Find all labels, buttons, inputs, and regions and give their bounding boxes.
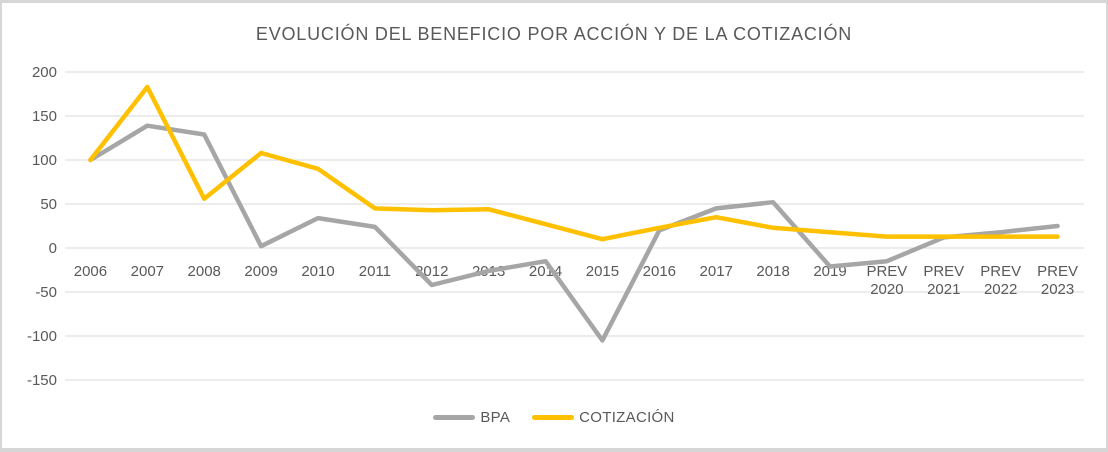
x-axis-label: 2017 [700,263,733,280]
y-axis-label: -50 [35,284,57,301]
y-axis-label: -100 [27,328,57,345]
x-axis-label: 2006 [74,263,107,280]
y-axis-label: 200 [32,64,57,81]
x-axis-label: PREV 2023 [1037,263,1078,298]
cotizacion-line-swatch [532,415,575,420]
x-axis-label: PREV 2022 [980,263,1021,298]
y-axis-label: -150 [27,372,57,389]
x-axis-label: 2010 [301,263,334,280]
x-axis-label: PREV 2021 [923,263,964,298]
chart-title: EVOLUCIÓN DEL BENEFICIO POR ACCIÓN Y DE … [255,24,853,44]
legend-item-cotizacion[interactable]: COTIZACIÓN [532,409,675,426]
x-axis-label: PREV 2020 [866,263,907,298]
bpa-line-swatch [433,415,476,420]
legend-item-bpa[interactable]: BPA [433,409,510,426]
cotizacion-series-line[interactable] [88,84,1060,242]
y-axis-label: 100 [32,152,57,169]
x-axis-label: 2008 [188,263,221,280]
x-axis-label: 2016 [643,263,676,280]
y-axis-label: 0 [49,240,57,257]
y-axis-label: 50 [40,196,57,213]
x-axis-label: 2015 [586,263,619,280]
x-axis-label: 2018 [756,263,789,280]
legend: BPA COTIZACIÓN [0,409,1108,426]
legend-label-bpa: BPA [480,409,511,426]
x-axis-label: 2009 [244,263,277,280]
legend-label-cotizacion: COTIZACIÓN [579,409,675,426]
y-axis-label: 150 [32,108,57,125]
x-axis-label: 2007 [131,263,164,280]
bpa-series-line[interactable] [88,123,1060,343]
x-axis-label: 2011 [359,263,391,280]
